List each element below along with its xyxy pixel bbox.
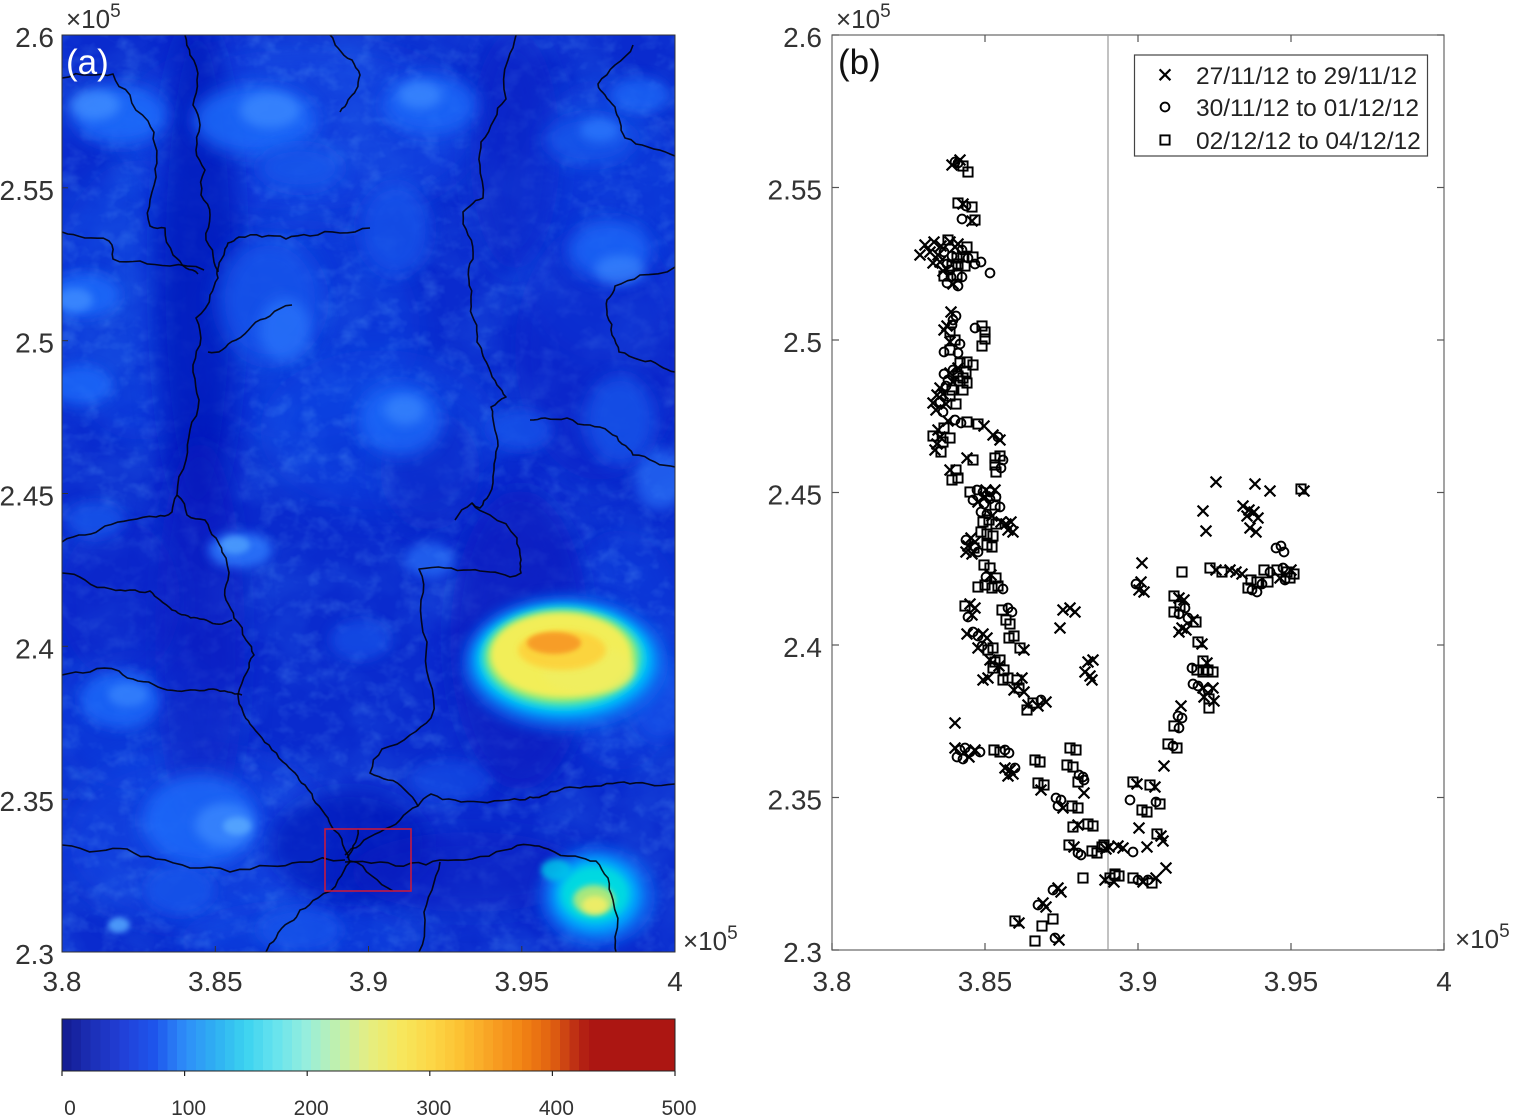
svg-text:3.85: 3.85 — [188, 966, 243, 997]
svg-text:3.8: 3.8 — [43, 966, 82, 997]
svg-text:200: 200 — [294, 1097, 329, 1117]
svg-text:3.85: 3.85 — [958, 966, 1013, 997]
svg-text:(b): (b) — [838, 43, 881, 82]
svg-text:2.35: 2.35 — [0, 786, 54, 817]
svg-text:300: 300 — [416, 1097, 451, 1117]
svg-text:500: 500 — [661, 1097, 696, 1117]
svg-text:(a): (a) — [66, 43, 109, 82]
svg-text:2.4: 2.4 — [15, 633, 54, 664]
svg-text:4: 4 — [1436, 966, 1452, 997]
svg-text:27/11/12 to 29/11/12: 27/11/12 to 29/11/12 — [1196, 63, 1417, 90]
svg-text:3.95: 3.95 — [495, 966, 550, 997]
svg-text:2.6: 2.6 — [15, 22, 54, 53]
svg-text:2.6: 2.6 — [783, 22, 822, 53]
svg-text:4: 4 — [667, 966, 683, 997]
svg-text:2.4: 2.4 — [783, 632, 822, 663]
svg-text:400: 400 — [539, 1097, 574, 1117]
svg-text:3.95: 3.95 — [1264, 966, 1319, 997]
svg-text:2.55: 2.55 — [768, 175, 823, 206]
svg-text:100: 100 — [171, 1097, 206, 1117]
svg-text:02/12/12 to 04/12/12: 02/12/12 to 04/12/12 — [1196, 128, 1421, 155]
svg-text:2.5: 2.5 — [783, 327, 822, 358]
svg-text:0: 0 — [64, 1097, 76, 1117]
svg-text:3.9: 3.9 — [1119, 966, 1158, 997]
svg-text:30/11/12 to 01/12/12: 30/11/12 to 01/12/12 — [1196, 95, 1419, 122]
svg-text:×105: ×105 — [836, 1, 891, 34]
svg-text:2.5: 2.5 — [15, 328, 54, 359]
svg-text:2.55: 2.55 — [0, 175, 54, 206]
svg-text:2.45: 2.45 — [768, 480, 823, 511]
svg-text:2.35: 2.35 — [768, 785, 823, 816]
svg-text:3.9: 3.9 — [349, 966, 388, 997]
svg-text:×105: ×105 — [683, 923, 738, 956]
svg-text:3.8: 3.8 — [813, 966, 852, 997]
svg-text:2.45: 2.45 — [0, 481, 54, 512]
svg-text:2.3: 2.3 — [15, 939, 54, 970]
svg-text:2.3: 2.3 — [783, 937, 822, 968]
